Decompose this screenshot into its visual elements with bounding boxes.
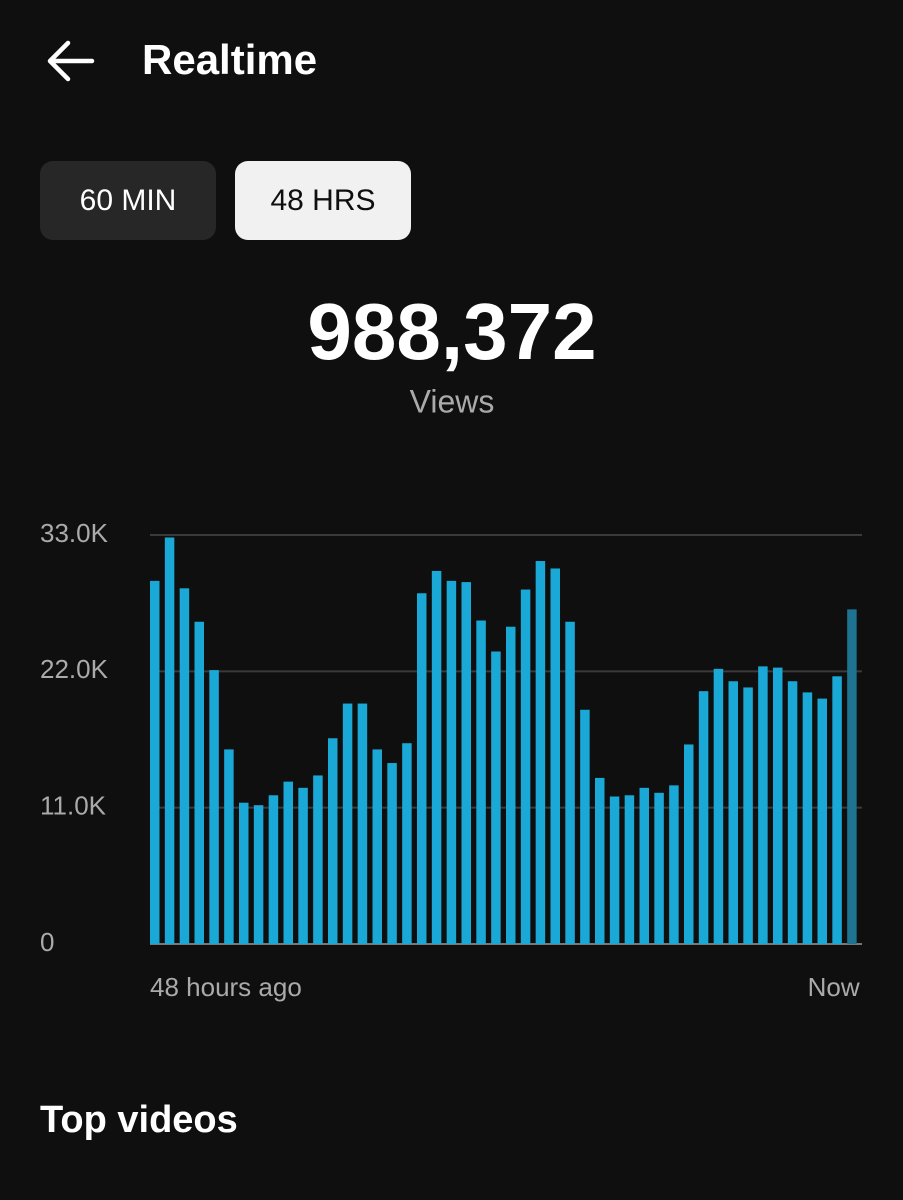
bar bbox=[268, 795, 279, 944]
bar bbox=[372, 749, 382, 944]
bar bbox=[817, 698, 827, 944]
bar bbox=[313, 775, 323, 944]
bar bbox=[224, 749, 234, 944]
bar bbox=[342, 703, 353, 944]
x-tick-label: Now bbox=[808, 972, 860, 1002]
section-title: Top videos bbox=[40, 1099, 238, 1141]
bar bbox=[461, 582, 471, 944]
bar bbox=[194, 621, 204, 944]
bar bbox=[431, 570, 442, 944]
tab[interactable] bbox=[40, 161, 216, 240]
bar bbox=[698, 691, 709, 944]
bar bbox=[446, 580, 457, 944]
bar bbox=[506, 626, 516, 944]
bar bbox=[550, 568, 560, 944]
bar bbox=[387, 763, 397, 944]
bar bbox=[402, 743, 412, 944]
bar bbox=[179, 588, 190, 944]
bar bbox=[832, 676, 842, 944]
x-tick-label: 48 hours ago bbox=[150, 972, 302, 1002]
bar bbox=[609, 796, 620, 944]
bar bbox=[847, 609, 857, 944]
bar bbox=[787, 681, 798, 944]
bar bbox=[713, 668, 724, 944]
bar bbox=[669, 785, 679, 944]
back-arrow bbox=[47, 40, 95, 82]
bar bbox=[357, 703, 368, 944]
bar bbox=[595, 777, 605, 944]
bar bbox=[283, 781, 293, 944]
bar bbox=[728, 681, 738, 944]
bar bbox=[150, 580, 160, 944]
bar bbox=[743, 687, 753, 944]
bar bbox=[758, 666, 768, 944]
bar bbox=[773, 667, 783, 944]
total-label: Views bbox=[410, 383, 495, 419]
page-title: Realtime bbox=[142, 36, 317, 83]
bar bbox=[802, 692, 813, 944]
tab-label[interactable]: 60 MIN bbox=[80, 184, 177, 217]
bar bbox=[491, 651, 501, 944]
bar bbox=[239, 802, 249, 944]
y-tick-label: 11.0K bbox=[40, 791, 107, 821]
bar bbox=[417, 593, 427, 944]
total-views: 988,372 bbox=[307, 287, 596, 376]
bar bbox=[209, 670, 219, 944]
bar bbox=[328, 738, 338, 944]
back-button[interactable] bbox=[47, 40, 95, 82]
bar bbox=[535, 561, 546, 944]
tab-label[interactable]: 48 HRS bbox=[270, 184, 375, 217]
y-tick-label: 33.0K bbox=[40, 518, 109, 548]
bar bbox=[639, 787, 649, 944]
y-tick-label: 22.0K bbox=[40, 654, 109, 684]
bar bbox=[253, 805, 264, 944]
bar bbox=[565, 621, 575, 944]
bar bbox=[520, 589, 531, 944]
bar bbox=[164, 537, 175, 944]
bar bbox=[476, 620, 486, 944]
bar bbox=[624, 795, 635, 944]
bar bbox=[684, 744, 694, 944]
bar bbox=[580, 709, 590, 944]
tab[interactable] bbox=[235, 161, 411, 240]
bar bbox=[298, 787, 308, 944]
bar bbox=[654, 792, 664, 944]
y-tick-label: 0 bbox=[40, 927, 54, 957]
